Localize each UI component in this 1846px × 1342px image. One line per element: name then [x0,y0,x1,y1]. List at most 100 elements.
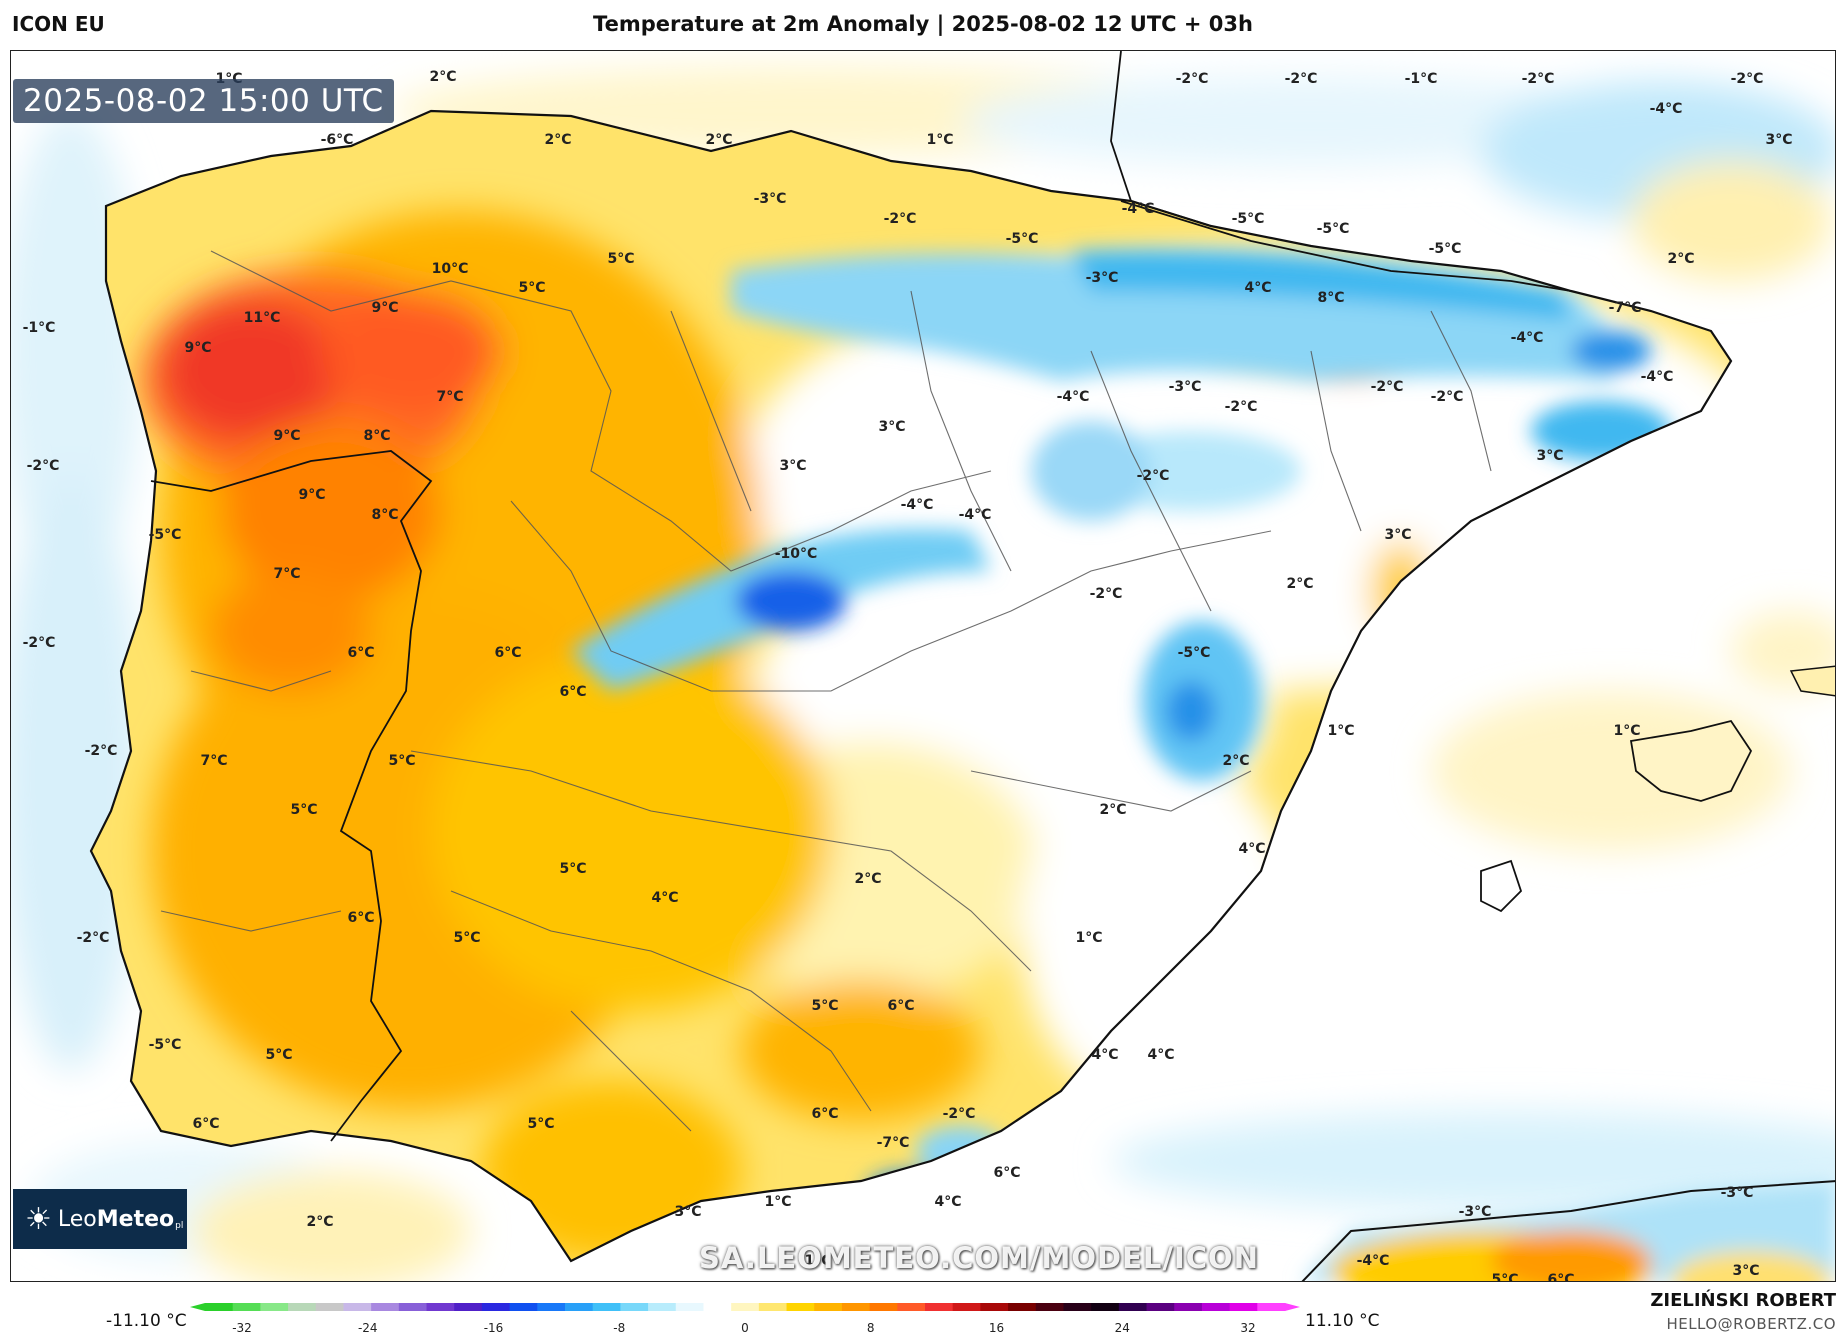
anomaly-label: 10°C [431,261,469,277]
colorbar-tick-label: -8 [613,1321,625,1335]
map-canvas [11,51,1835,1281]
anomaly-label: -5°C [1177,645,1211,661]
anomaly-label: 8°C [371,507,399,523]
colorbar-swatch [731,1303,760,1311]
anomaly-label: -10°C [774,546,818,562]
colorbar-swatch [1091,1303,1120,1311]
anomaly-label: -3°C [1085,270,1119,286]
author-email[interactable]: HELLO@ROBERTZ.CO [1666,1315,1836,1333]
anomaly-label: 1°C [804,1253,832,1269]
colorbar-swatch [1146,1303,1175,1311]
anomaly-label: 3°C [1384,527,1412,543]
anomaly-label: -5°C [1005,231,1039,247]
watermark-url: SA.LEOMETEO.COM/MODEL/ICON [699,1241,1259,1275]
anomaly-label: 1°C [926,132,954,148]
leometeo-logo[interactable]: ☀ Leo Meteo pl [13,1189,187,1249]
anomaly-label: -1°C [22,320,56,336]
valid-time-badge: 2025-08-02 15:00 UTC [13,79,394,123]
anomaly-label: 2°C [1099,802,1127,818]
anomaly-label: 4°C [934,1194,962,1210]
colorbar-swatch [1201,1303,1231,1311]
colorbar-tick-label: -24 [358,1321,378,1335]
colorbar-swatch [537,1303,566,1311]
model-name: ICON EU [12,12,105,36]
colorbar-tick-label: 32 [1240,1321,1255,1335]
anomaly-label: -3°C [1458,1204,1492,1220]
anomaly-label: -4°C [900,497,934,513]
colorbar-swatch [205,1303,234,1311]
anomaly-label: 3°C [779,458,807,474]
anomaly-label: -5°C [1316,221,1350,237]
colorbar-swatch [315,1303,344,1311]
anomaly-label: 6°C [347,645,375,661]
anomaly-label: 7°C [436,389,464,405]
anomaly-label: 9°C [184,340,212,356]
colorbar-swatch [620,1303,649,1311]
colorbar-swatch [925,1303,954,1311]
anomaly-label: 2°C [854,871,882,887]
anomaly-label: 2°C [544,132,572,148]
colorbar-swatch [343,1303,372,1311]
colorbar-swatch [1257,1303,1286,1311]
anomaly-label: 5°C [607,251,635,267]
colorbar-swatch [288,1303,317,1311]
anomaly-label: -2°C [26,458,60,474]
colorbar-tick-label: 8 [867,1321,875,1335]
anomaly-label: -4°C [958,507,992,523]
anomaly-label: 1°C [1327,723,1355,739]
anomaly-label: 9°C [273,428,301,444]
colorbar-swatch [869,1303,898,1311]
anomaly-label: -3°C [1168,379,1202,395]
anomaly-label: 2°C [1667,251,1695,267]
anomaly-label: -2°C [1136,468,1170,484]
anomaly-label: 2°C [429,69,457,85]
anomaly-label: 5°C [388,753,416,769]
colorbar-max-arrow [1285,1303,1300,1311]
colorbar-swatch [980,1303,1009,1311]
anomaly-label: 7°C [273,566,301,582]
anomaly-label: 11°C [243,310,281,326]
anomaly-label: 5°C [290,802,318,818]
anomaly-label: 8°C [363,428,391,444]
author-name: ZIELIŃSKI ROBERT [1650,1290,1836,1311]
anomaly-label: 4°C [1147,1047,1175,1063]
anomaly-label: -3°C [753,191,787,207]
colorbar-swatch [1035,1303,1064,1311]
anomaly-label: 7°C [200,753,228,769]
anomaly-label: -2°C [942,1106,976,1122]
anomaly-label: -6°C [320,132,354,148]
anomaly-label: 5°C [453,930,481,946]
anomaly-label: 5°C [265,1047,293,1063]
colorbar-swatch [786,1303,815,1311]
anomaly-label: 5°C [1491,1272,1519,1282]
anomaly-label: 6°C [811,1106,839,1122]
anomaly-label: 1°C [1075,930,1103,946]
anomaly-label: 5°C [518,280,546,296]
map-panel[interactable]: 1°C 2°C -6°C 2°C 2°C 1°C -2°C -2°C -1°C -2°C -2°C -… [10,50,1836,1282]
colorbar-swatch [371,1303,400,1311]
anomaly-label: 2°C [1222,753,1250,769]
anomaly-label: -2°C [1224,399,1258,415]
colorbar-swatch [952,1303,981,1311]
anomaly-label: -1°C [1404,71,1438,87]
map-title: Temperature at 2m Anomaly | 2025-08-02 1… [593,12,1253,36]
colorbar-tick-label: -32 [232,1321,252,1335]
anomaly-label: -2°C [84,743,118,759]
anomaly-label: -7°C [876,1135,910,1151]
colorbar-swatch [675,1303,704,1311]
anomaly-label: -7°C [1608,300,1642,316]
colorbar-tick-label: 16 [989,1321,1004,1335]
colorbar-swatch [592,1303,621,1311]
colorbar-swatch [565,1303,594,1311]
anomaly-label: -2°C [1730,71,1764,87]
anomaly-label: -2°C [1089,586,1123,602]
anomaly-label: -2°C [1284,71,1318,87]
anomaly-label: -4°C [1121,201,1155,217]
colorbar-swatch [260,1303,289,1311]
logo-light: Leo [57,1206,97,1232]
anomaly-label: 6°C [993,1165,1021,1181]
anomaly-label: 1°C [1613,723,1641,739]
anomaly-label: 2°C [705,132,733,148]
anomaly-label: 9°C [298,487,326,503]
colorbar-min-arrow [190,1303,205,1311]
